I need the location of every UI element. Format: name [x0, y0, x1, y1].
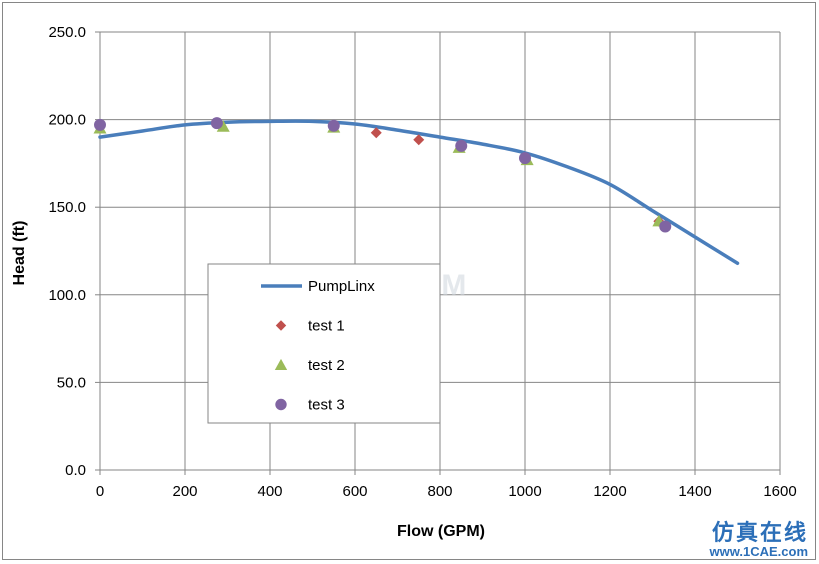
- y-axis-title: Head (ft): [11, 221, 28, 286]
- series-line-pumplinx: [98, 119, 740, 266]
- point-test-3: [94, 118, 106, 131]
- x-tick-label: 0: [96, 483, 104, 500]
- legend-label: test 2: [308, 357, 345, 374]
- legend: PumpLinx test 1 test 2 test 3: [207, 263, 441, 424]
- y-tick-label: 200.0: [48, 112, 86, 129]
- legend-swatch-triangle: [274, 358, 288, 370]
- legend-label: PumpLinx: [308, 278, 375, 295]
- x-axis-title: Flow (GPM): [397, 523, 485, 540]
- watermark-url: www.1CAE.com: [709, 544, 808, 559]
- x-tick-label: 1200: [593, 483, 626, 500]
- point-test-1: [370, 127, 382, 139]
- y-tick-label: 50.0: [57, 374, 86, 391]
- y-tick-label: 250.0: [48, 24, 86, 41]
- y-tick-label: 150.0: [48, 199, 86, 216]
- point-test-1: [413, 134, 425, 146]
- point-test-2: [216, 120, 230, 132]
- x-tick-label: 200: [172, 483, 197, 500]
- x-tick-label: 1600: [763, 483, 796, 500]
- y-tick-label: 0.0: [65, 462, 86, 479]
- tick-labels: 0 200 400 600 800 1000 1200 1400 1600 0.0 50.0 100.…: [48, 24, 796, 500]
- legend-label: test 1: [308, 318, 345, 335]
- chart-svg: 0 200 400 600 800 1000 1200 1400 1600 0.0 50.0 100.…: [11, 24, 808, 559]
- x-tick-label: 1000: [508, 483, 541, 500]
- point-test-3: [519, 152, 531, 165]
- series-layer: [93, 117, 740, 266]
- y-tick-label: 100.0: [48, 287, 86, 304]
- x-tick-label: 400: [257, 483, 282, 500]
- x-tick-label: 600: [342, 483, 367, 500]
- point-test-3: [210, 117, 223, 130]
- point-test-3: [455, 139, 468, 152]
- point-test-3: [659, 220, 672, 233]
- axes: [95, 31, 781, 475]
- legend-swatch-diamond: [275, 320, 287, 331]
- legend-box: [207, 263, 441, 424]
- x-tick-label: 1400: [678, 483, 711, 500]
- legend-swatch-circle: [275, 398, 287, 411]
- point-test-3: [327, 119, 340, 132]
- x-tick-label: 800: [427, 483, 452, 500]
- legend-label: test 3: [308, 397, 345, 414]
- watermark-logo-chars: 仿真在线: [712, 520, 808, 545]
